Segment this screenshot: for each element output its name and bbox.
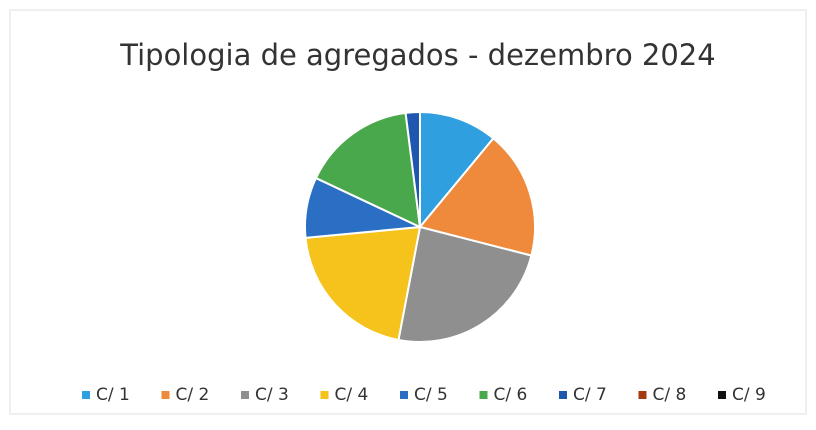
legend-label: C/ 3	[255, 385, 289, 405]
legend-marker	[718, 391, 726, 399]
pie-slice	[397, 225, 533, 343]
pie-slice	[419, 110, 495, 230]
legend-label: C/ 5	[414, 385, 448, 405]
legend-marker	[161, 391, 170, 399]
legend-label: C/ 2	[176, 385, 210, 405]
pie-slice	[304, 225, 422, 342]
legend-marker	[241, 391, 249, 399]
legend-label: C/ 1	[96, 385, 130, 405]
legend-marker	[559, 391, 567, 399]
chart-title: Tipologia de agregados - dezembro 2024	[119, 38, 715, 72]
legend-marker	[479, 391, 488, 399]
legend-label: C/ 6	[494, 385, 528, 405]
legend-marker	[400, 391, 408, 399]
legend-label: C/ 7	[573, 385, 607, 405]
legend-marker	[82, 391, 90, 399]
legend-label: C/ 9	[732, 385, 766, 405]
pie-slice	[314, 111, 422, 229]
legend-marker	[320, 391, 329, 399]
pie-slice	[418, 136, 536, 257]
legend-label: C/ 8	[653, 385, 687, 405]
legend-marker	[638, 391, 647, 399]
legend-label: C/ 4	[335, 385, 369, 405]
